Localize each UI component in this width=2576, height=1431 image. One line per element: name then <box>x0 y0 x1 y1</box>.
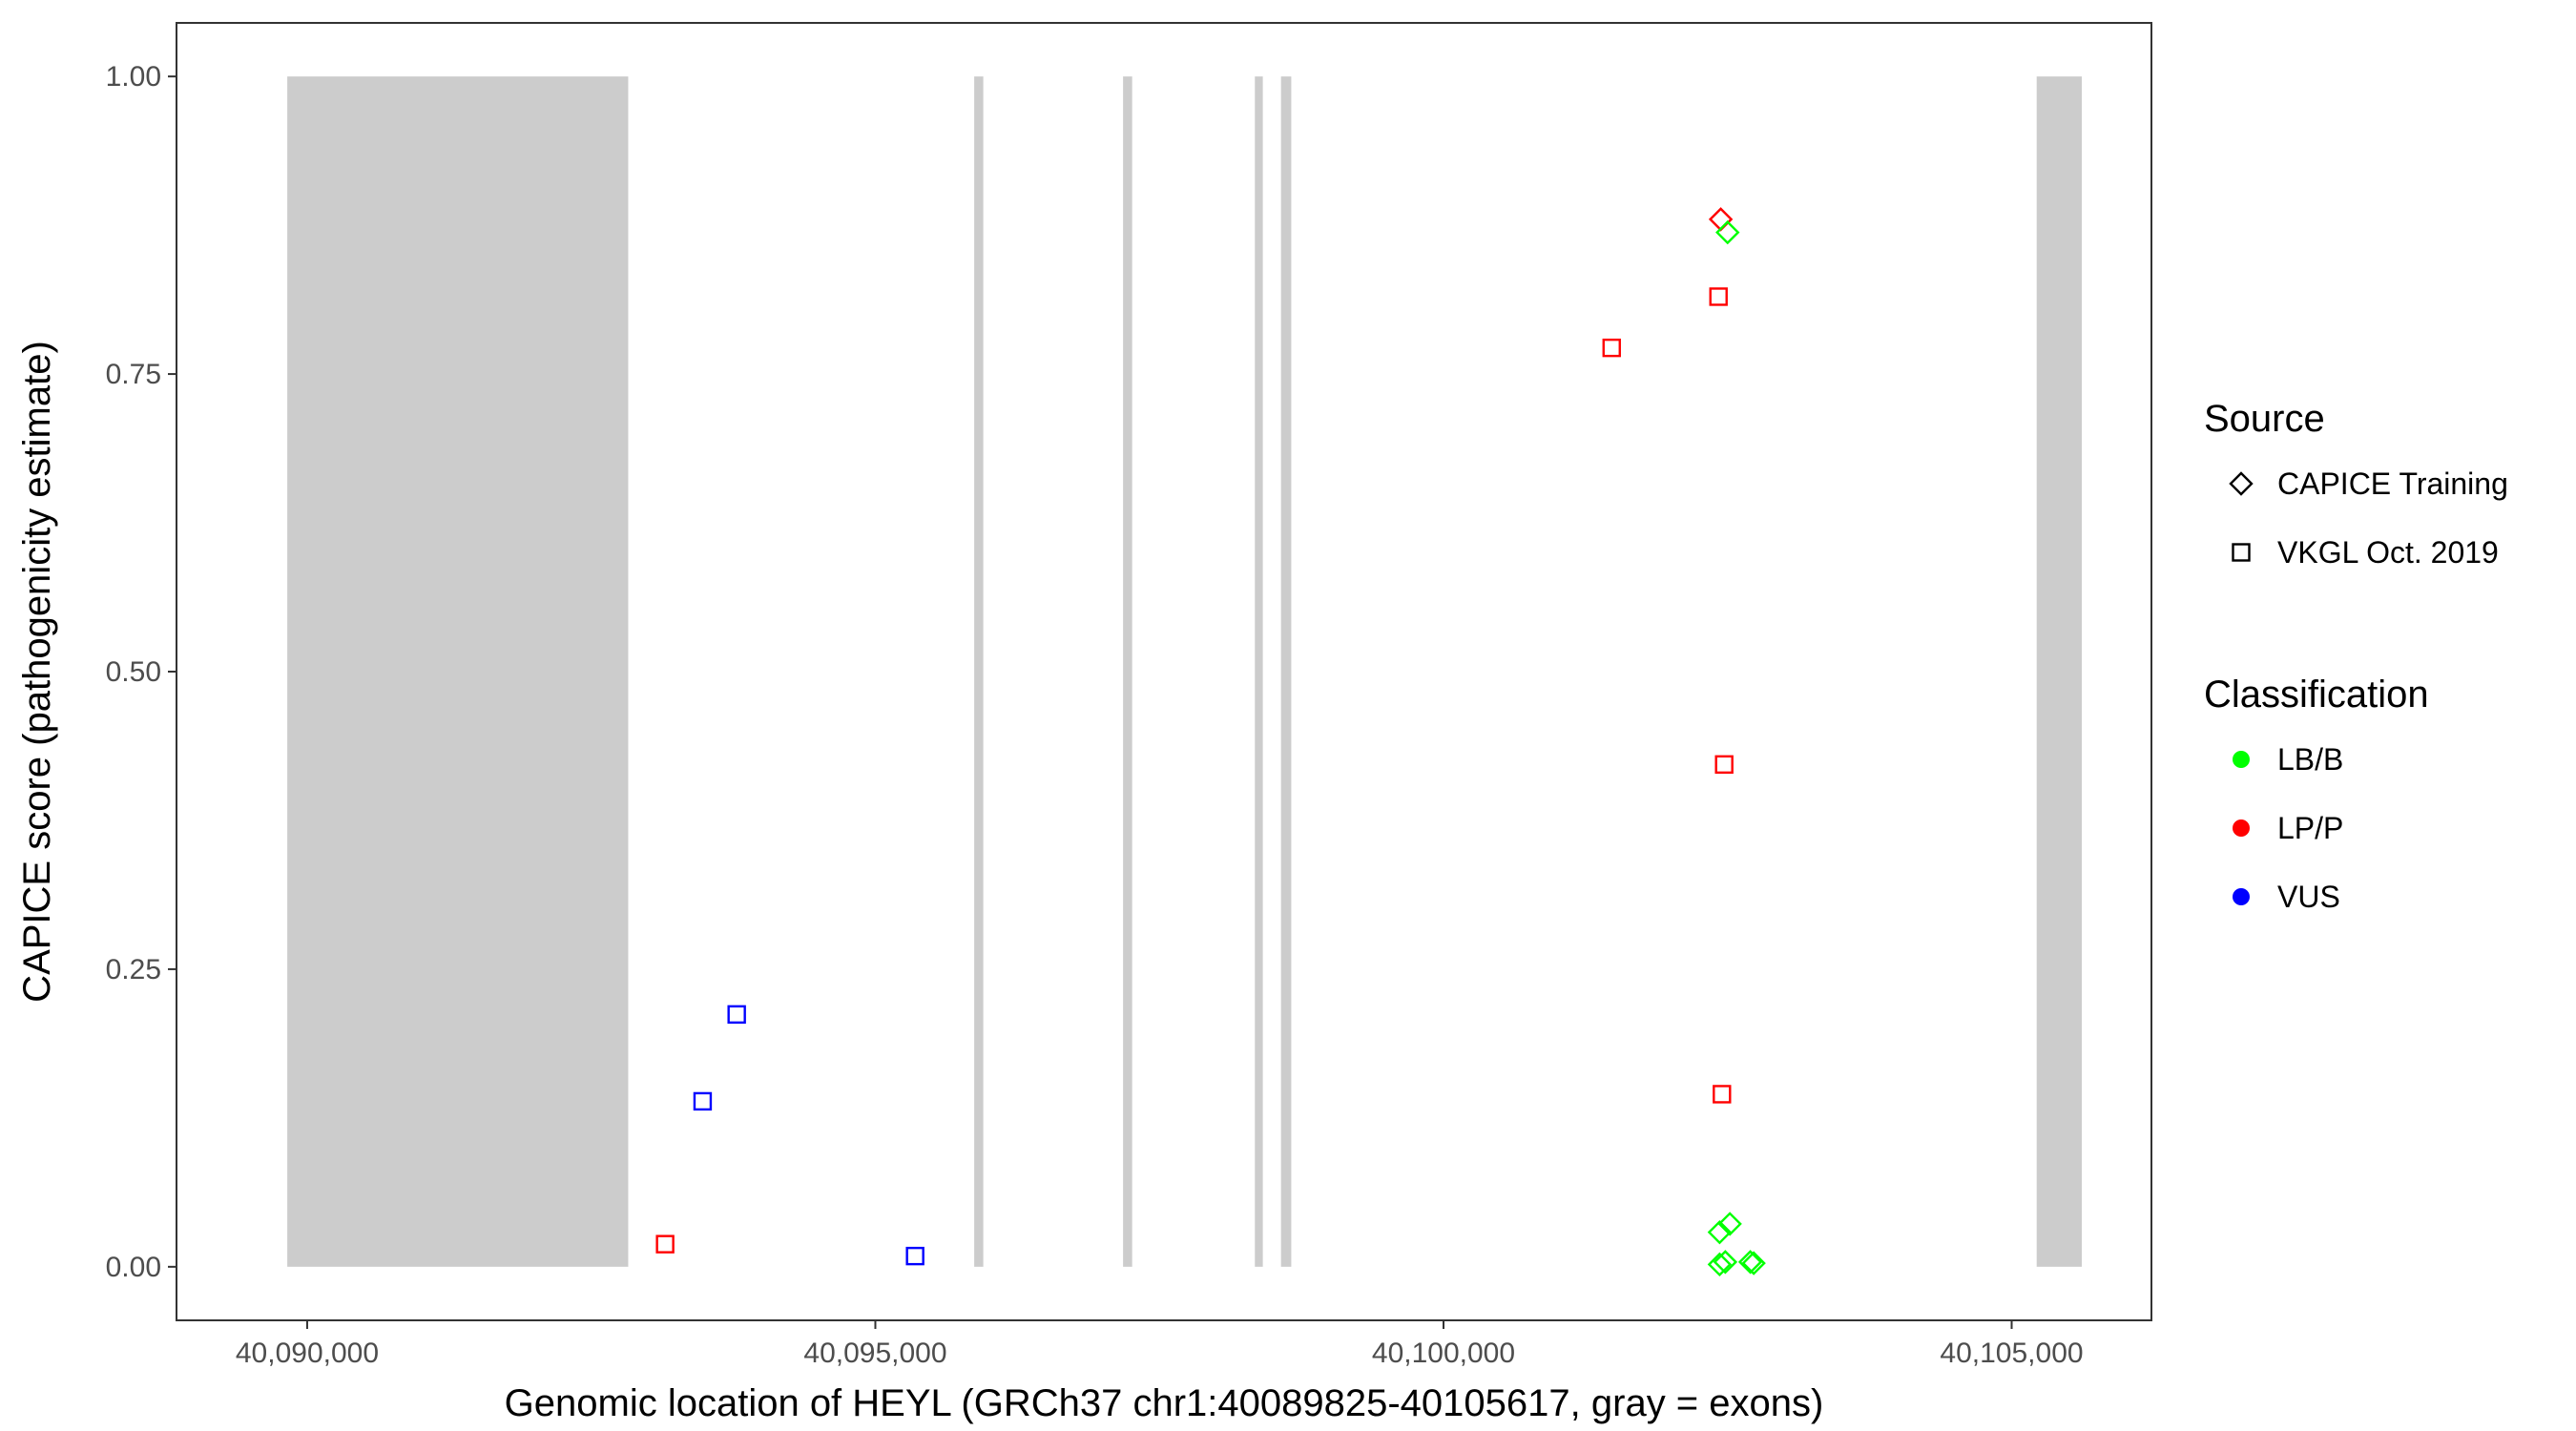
square-point <box>1713 1085 1732 1104</box>
legend-source-items: CAPICE Training VKGL Oct. 2019 <box>2229 467 2508 570</box>
exon-bar <box>287 76 629 1267</box>
legend-classification-label: LB/B <box>2277 742 2343 777</box>
diamond-point <box>1737 1250 1763 1275</box>
x-axis-title: Genomic location of HEYL (GRCh37 chr1:40… <box>505 1382 1824 1424</box>
x-tick-label: 40,095,000 <box>803 1338 946 1369</box>
square-legend-key <box>2232 543 2251 562</box>
y-tick-label: 1.00 <box>106 61 161 93</box>
legend-classification-label: VUS <box>2277 880 2340 914</box>
diamond-point <box>1715 219 1740 245</box>
y-tick-label: 0.25 <box>106 954 161 985</box>
data-points <box>655 207 1766 1277</box>
exon-bar <box>2036 76 2082 1267</box>
square-point <box>1714 755 1734 775</box>
legend-source-label: VKGL Oct. 2019 <box>2277 535 2499 570</box>
legend-classification-title: Classification <box>2204 674 2429 716</box>
square-point <box>905 1246 924 1266</box>
x-tick-label: 40,105,000 <box>1940 1338 2083 1369</box>
exon-bar <box>974 76 984 1267</box>
y-tick-label: 0.00 <box>106 1252 161 1283</box>
square-point <box>655 1234 675 1254</box>
exon-regions <box>287 76 2082 1267</box>
legend-classification-items: LB/B LP/P VUS <box>2233 742 2343 914</box>
diamond-point <box>1707 1252 1733 1277</box>
x-axis: 40,090,000 40,095,000 40,100,000 40,105,000 <box>236 1320 2084 1369</box>
exon-bar <box>1123 76 1132 1267</box>
diamond-point <box>1741 1251 1766 1275</box>
exon-bar <box>1255 76 1263 1267</box>
legend-color-dot <box>2233 819 2250 837</box>
diamond-point <box>1717 1212 1742 1236</box>
square-point <box>1709 287 1728 306</box>
legend-source-title: Source <box>2204 398 2325 440</box>
exon-bar <box>1280 76 1292 1267</box>
x-tick-label: 40,100,000 <box>1372 1338 1515 1369</box>
square-point <box>727 1005 746 1025</box>
diamond-legend-key <box>2229 471 2254 496</box>
legend-classification-label: LP/P <box>2277 811 2343 845</box>
diamond-point <box>1713 1250 1738 1275</box>
y-axis: 0.00 0.25 0.50 0.75 1.00 <box>106 61 177 1283</box>
y-tick-label: 0.75 <box>106 359 161 390</box>
diamond-point <box>1707 1219 1733 1245</box>
square-point <box>693 1091 713 1111</box>
legend-color-dot <box>2233 888 2250 905</box>
square-point <box>1602 338 1621 358</box>
y-axis-title: CAPICE score (pathogenicity estimate) <box>16 341 58 1003</box>
y-tick-label: 0.50 <box>106 656 161 688</box>
legend-source-label: CAPICE Training <box>2277 467 2508 501</box>
x-tick-label: 40,090,000 <box>236 1338 379 1369</box>
legend: Source CAPICE Training VKGL Oct. 2019 Cla… <box>2204 398 2508 914</box>
legend-color-dot <box>2233 751 2250 768</box>
